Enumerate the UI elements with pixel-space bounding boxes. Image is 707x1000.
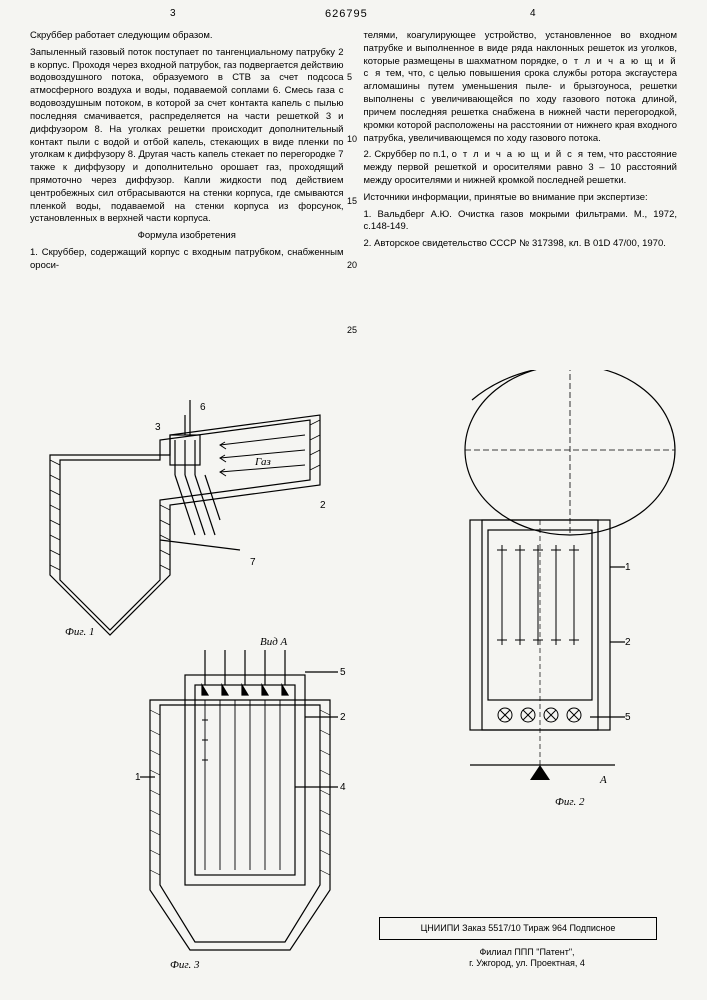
left-column: Скруббер работает следующим образом. Зап… <box>30 30 344 277</box>
page-num-left: 3 <box>170 8 176 19</box>
right-p2: 2. Скруббер по п.1, о т л и ч а ю щ и й … <box>364 149 678 187</box>
figures-area: Газ 6 3 7 2 Фиг. 1 <box>20 380 687 980</box>
gas-label: Газ <box>254 456 271 468</box>
footer-box: ЦНИИПИ Заказ 5517/10 Тираж 964 Подписное <box>379 917 657 940</box>
fig2-label: Фиг. 2 <box>555 796 585 808</box>
text-columns: Скруббер работает следующим образом. Зап… <box>30 30 677 277</box>
arrow-A-label: А <box>599 774 607 786</box>
sources-title: Источники информации, принятые во вниман… <box>364 192 678 205</box>
vid-a-label: Вид А <box>260 636 288 648</box>
left-p2: Запыленный газовый поток поступает по та… <box>30 47 344 226</box>
right-p1c: тем, что, с целью повышения срока службы… <box>364 68 678 143</box>
source-2: 2. Авторское свидетельство СССР № 317398… <box>364 238 678 251</box>
document-number: 626795 <box>325 8 368 20</box>
fig3-label: Фиг. 3 <box>170 959 200 970</box>
left-p3: 1. Скруббер, содержащий корпус с входным… <box>30 247 344 273</box>
line-marker: 10 <box>347 134 357 144</box>
footer-line1: Филиал ППП "Патент", <box>479 947 574 957</box>
line-marker: 15 <box>347 196 357 206</box>
right-p2a: 2. Скруббер по п.1, <box>364 149 452 160</box>
ref-2b: 2 <box>625 637 631 648</box>
footer-line2: г. Ужгород, ул. Проектная, 4 <box>469 958 585 968</box>
fig1-label: Фиг. 1 <box>65 626 95 638</box>
right-p1: телями, коагулирующее устройство, устано… <box>364 30 678 145</box>
ref-6: 6 <box>200 402 206 413</box>
ref-2c: 2 <box>340 712 346 723</box>
figure-1: Газ 6 3 7 2 Фиг. 1 <box>20 380 340 640</box>
source-1: 1. Вальдберг А.Ю. Очистка газов мокрыми … <box>364 209 678 235</box>
formula-title: Формула изобретения <box>30 230 344 243</box>
left-p1: Скруббер работает следующим образом. <box>30 30 344 43</box>
line-marker: 20 <box>347 260 357 270</box>
right-column: телями, коагулирующее устройство, устано… <box>364 30 678 277</box>
figure-2: А 1 2 5 Фиг. 2 <box>410 370 695 810</box>
footer-address: Филиал ППП "Патент", г. Ужгород, ул. Про… <box>397 947 657 970</box>
ref-5: 5 <box>625 712 631 723</box>
ref-1: 1 <box>625 562 631 573</box>
ref-4: 4 <box>340 782 346 793</box>
right-p2b: о т л и ч а ю щ и й с я <box>452 149 585 160</box>
ref-3: 3 <box>155 422 161 433</box>
ref-2: 2 <box>320 500 326 511</box>
line-marker: 5 <box>347 72 352 82</box>
line-marker: 25 <box>347 325 357 335</box>
page-num-right: 4 <box>530 8 536 19</box>
ref-7: 7 <box>250 557 256 568</box>
figure-3: Вид А 5 2 4 1 Фиг. 3 <box>120 630 380 970</box>
ref-5b: 5 <box>340 667 346 678</box>
